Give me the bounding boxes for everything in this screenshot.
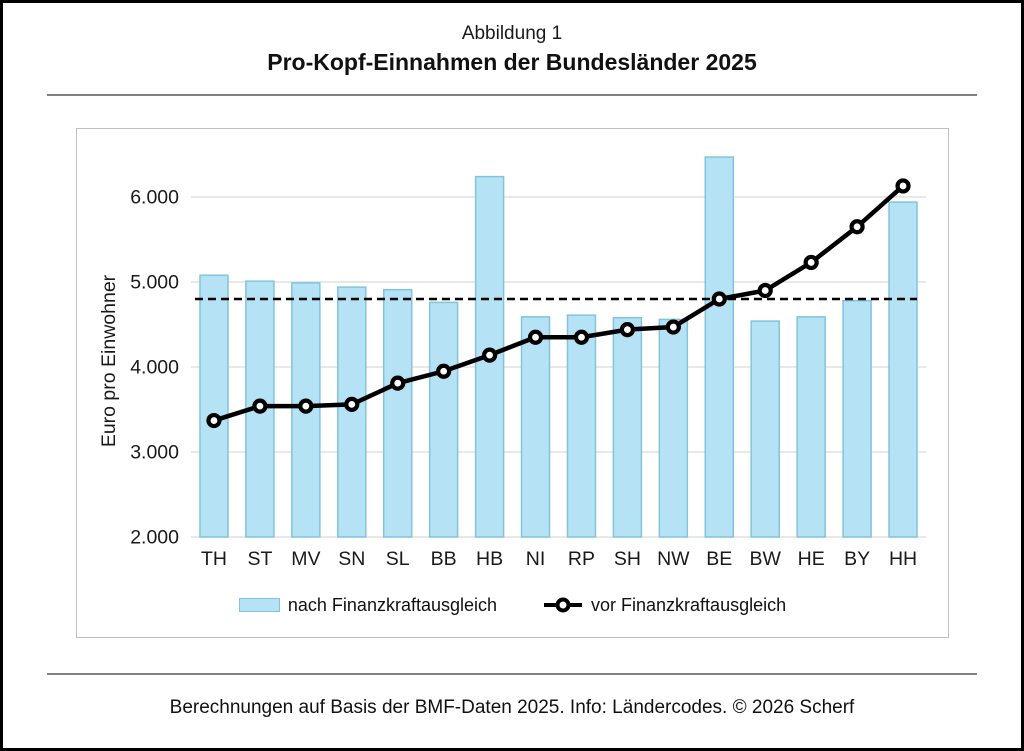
- legend-label-bars: nach Finanzkraftausgleich: [287, 594, 498, 615]
- x-tick-label: HE: [798, 548, 825, 570]
- legend-item-line: vor Finanzkraftausgleich: [543, 595, 786, 616]
- bar-SN: [337, 286, 367, 538]
- figure-label: Abbildung 1: [461, 23, 563, 44]
- y-tick-label: 6.000: [130, 187, 179, 209]
- marker-NI: [527, 329, 544, 345]
- marker-BB: [436, 363, 452, 379]
- bar-HE: [796, 316, 826, 538]
- bar-RP: [566, 314, 597, 538]
- x-tick-label: SL: [386, 548, 410, 570]
- y-tick-label: 5.000: [130, 272, 179, 294]
- bar-BB: [428, 301, 459, 538]
- x-tick-label: SN: [338, 548, 365, 570]
- x-tick-label: BW: [750, 548, 782, 570]
- y-tick-label: 4.000: [130, 357, 179, 379]
- legend-label-line: vor Finanzkraftausgleich: [591, 594, 787, 615]
- marker-SL: [390, 375, 406, 391]
- bar-MV: [291, 282, 321, 538]
- x-tick-label: TH: [201, 548, 227, 570]
- y-axis-title: Euro pro Einwohner: [98, 274, 120, 447]
- bar-BY: [842, 299, 872, 538]
- x-tick-label: RP: [568, 548, 595, 570]
- marker-BY: [849, 219, 865, 235]
- y-tick-label: 2.000: [130, 527, 179, 549]
- x-tick-label: BY: [844, 548, 870, 570]
- page-title: Pro-Kopf-Einnahmen der Bundesländer 2025: [267, 49, 757, 75]
- marker-MV: [298, 398, 314, 414]
- legend-item-bars: nach Finanzkraftausgleich: [238, 594, 498, 616]
- x-tick-label: NI: [526, 548, 546, 570]
- marker-HB: [481, 347, 498, 363]
- x-tick-label: NW: [657, 548, 690, 570]
- marker-BE: [711, 291, 727, 307]
- marker-HE: [803, 254, 819, 271]
- x-tick-label: MV: [291, 548, 320, 570]
- bar-TH: [199, 274, 229, 538]
- marker-SH: [619, 322, 636, 338]
- bar-SH: [612, 316, 643, 538]
- bottom-divider: [47, 673, 977, 675]
- x-tick-label: HH: [889, 548, 917, 570]
- x-tick-label: BB: [431, 548, 457, 570]
- x-tick-label: BE: [706, 548, 732, 570]
- bar-NW: [658, 318, 689, 538]
- bar-SL: [382, 288, 413, 538]
- chart-plot-area: 2.000 3.000 4.000 5.000 6.000 TH ST MV SN SL BB HB N…: [98, 156, 926, 570]
- marker-ST: [252, 398, 268, 414]
- top-divider: [47, 94, 977, 96]
- bar-HH: [888, 201, 918, 538]
- bar-BE: [704, 156, 735, 538]
- x-tick-label: HB: [476, 548, 503, 570]
- chart-legend: nach Finanzkraftausgleich vor Finanzkraf…: [77, 591, 948, 619]
- marker-RP: [573, 329, 590, 345]
- series-line: [213, 184, 905, 423]
- bar-BW: [750, 320, 780, 538]
- x-tick-label: SH: [614, 548, 641, 570]
- bar-NI: [520, 316, 551, 538]
- marker-NW: [665, 319, 681, 335]
- line-series-swatch-icon: [544, 597, 583, 613]
- marker-TH: [206, 412, 222, 429]
- marker-BW: [757, 282, 773, 299]
- page-footer: Berechnungen auf Basis der BMF-Daten 202…: [169, 697, 855, 718]
- marker-HH: [895, 178, 911, 194]
- x-tick-label: ST: [247, 548, 272, 570]
- marker-SN: [344, 396, 360, 412]
- bar-series-swatch: [238, 598, 280, 612]
- chart-frame: 2.000 3.000 4.000 5.000 6.000 TH ST MV SN SL BB HB N…: [76, 128, 949, 638]
- y-tick-label: 3.000: [130, 442, 179, 464]
